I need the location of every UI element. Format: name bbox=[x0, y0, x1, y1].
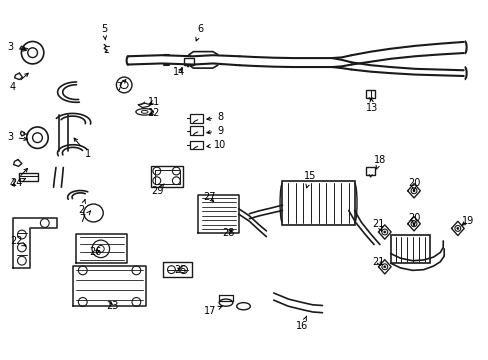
Text: 25: 25 bbox=[174, 265, 186, 275]
Text: 21: 21 bbox=[371, 257, 384, 267]
Bar bbox=[282, 181, 354, 225]
Bar bbox=[189, 140, 202, 149]
Circle shape bbox=[383, 231, 385, 233]
Text: 17: 17 bbox=[204, 306, 222, 316]
Bar bbox=[20, 173, 38, 181]
Bar bbox=[366, 167, 374, 175]
Text: 24: 24 bbox=[10, 178, 25, 188]
Bar bbox=[183, 58, 194, 64]
Text: 5: 5 bbox=[101, 24, 107, 40]
Bar bbox=[189, 114, 202, 123]
Text: 27: 27 bbox=[203, 192, 215, 202]
Text: 14: 14 bbox=[172, 67, 184, 77]
Text: 12: 12 bbox=[148, 108, 160, 118]
Text: 4: 4 bbox=[10, 73, 28, 92]
Bar bbox=[151, 166, 182, 187]
Text: 4: 4 bbox=[10, 168, 27, 189]
Bar bbox=[366, 90, 374, 98]
Text: 19: 19 bbox=[461, 216, 473, 226]
Text: 2: 2 bbox=[78, 200, 85, 216]
Text: 29: 29 bbox=[151, 184, 163, 197]
Text: 7: 7 bbox=[116, 80, 125, 92]
Text: 28: 28 bbox=[222, 228, 235, 238]
Text: 3: 3 bbox=[8, 132, 27, 142]
Text: 8: 8 bbox=[206, 112, 223, 122]
Text: 3: 3 bbox=[8, 42, 26, 52]
Circle shape bbox=[412, 223, 414, 225]
Text: 1: 1 bbox=[74, 138, 91, 159]
Text: 20: 20 bbox=[407, 213, 419, 225]
Text: 22: 22 bbox=[10, 236, 26, 246]
Text: 21: 21 bbox=[371, 219, 384, 231]
Bar bbox=[390, 234, 429, 263]
Text: 11: 11 bbox=[148, 97, 160, 107]
Text: 13: 13 bbox=[365, 98, 378, 113]
Text: 7: 7 bbox=[80, 211, 90, 224]
Text: 20: 20 bbox=[407, 178, 419, 191]
Text: 16: 16 bbox=[295, 316, 307, 331]
Text: 18: 18 bbox=[373, 155, 385, 169]
Text: 10: 10 bbox=[206, 140, 226, 150]
Text: 23: 23 bbox=[105, 301, 118, 311]
Text: 9: 9 bbox=[206, 126, 223, 135]
Bar bbox=[189, 126, 202, 135]
Text: 15: 15 bbox=[304, 171, 316, 188]
Circle shape bbox=[383, 266, 385, 268]
Text: 26: 26 bbox=[90, 247, 102, 257]
Circle shape bbox=[412, 190, 414, 192]
Bar bbox=[155, 170, 180, 184]
Text: 6: 6 bbox=[195, 24, 203, 41]
Circle shape bbox=[456, 228, 458, 229]
